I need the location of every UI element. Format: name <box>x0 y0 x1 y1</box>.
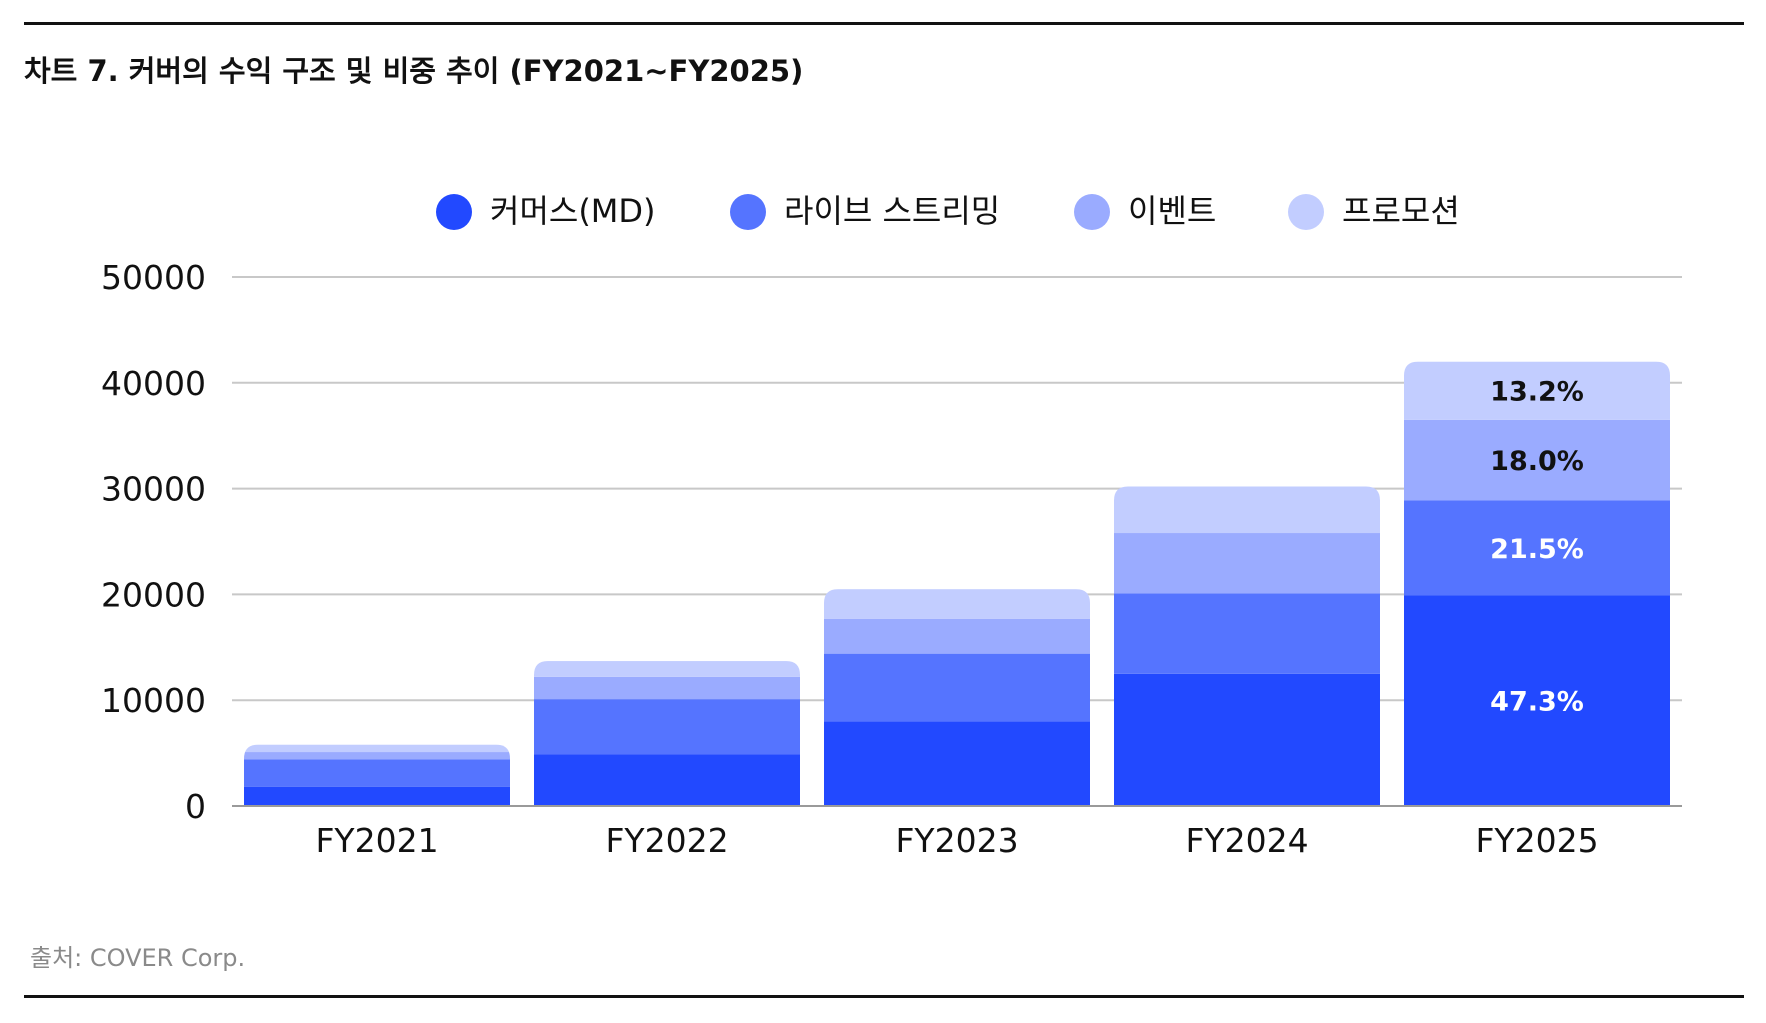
y-tick-label: 50000 <box>101 258 206 297</box>
legend-item: 커머스(MD) <box>436 192 656 230</box>
bar-segment <box>824 589 1090 619</box>
bar-segment <box>244 759 510 787</box>
y-tick-label: 0 <box>185 787 206 826</box>
bar-segment <box>534 676 800 700</box>
bar-stack <box>1114 486 1380 806</box>
x-tick-label: FY2024 <box>1185 821 1308 860</box>
bar-segment <box>244 752 510 760</box>
y-tick-label: 30000 <box>101 470 206 509</box>
legend-item: 프로모션 <box>1288 192 1460 230</box>
top-rule <box>24 22 1744 25</box>
bar-stack <box>534 661 800 806</box>
bar-segment <box>244 744 510 753</box>
bars <box>244 361 1670 806</box>
bar-stack <box>824 589 1090 806</box>
legend-item: 라이브 스트리밍 <box>730 192 1000 230</box>
bar-segment <box>1404 361 1670 420</box>
legend-item: 이벤트 <box>1074 192 1216 230</box>
y-tick-label: 10000 <box>101 681 206 720</box>
bar-segment <box>824 618 1090 654</box>
legend-swatch <box>1288 194 1324 230</box>
data-label: 18.0% <box>1490 446 1584 477</box>
bottom-rule <box>24 995 1744 998</box>
bar-segment <box>244 786 510 806</box>
data-label: 47.3% <box>1490 687 1584 718</box>
legend-label: 커머스(MD) <box>490 192 656 230</box>
bar-segment <box>1114 533 1380 594</box>
data-labels: 47.3% 21.5% 18.0% 13.2% <box>1490 377 1584 718</box>
y-tick-label: 20000 <box>101 575 206 614</box>
legend-label: 프로모션 <box>1342 192 1460 230</box>
bar-segment <box>534 754 800 806</box>
x-tick-label: FY2022 <box>605 821 728 860</box>
y-tick-label: 40000 <box>101 364 206 403</box>
legend-label: 이벤트 <box>1128 192 1216 230</box>
legend-swatch <box>730 194 766 230</box>
source-note: 출처: COVER Corp. <box>30 944 246 972</box>
bar-segment <box>534 699 800 755</box>
x-tick-label: FY2021 <box>315 821 438 860</box>
chart-title: 차트 7. 커버의 수익 구조 및 비중 추이 (FY2021~FY2025) <box>24 54 804 88</box>
legend: 커머스(MD) 라이브 스트리밍 이벤트 프로모션 <box>436 192 1460 230</box>
legend-swatch <box>436 194 472 230</box>
x-tick-label: FY2023 <box>895 821 1018 860</box>
legend-label: 라이브 스트리밍 <box>784 192 1000 230</box>
bar-stack <box>1404 361 1670 806</box>
data-label: 21.5% <box>1490 534 1584 565</box>
bar-segment <box>1114 673 1380 806</box>
bar-segment <box>824 721 1090 806</box>
x-tick-label: FY2025 <box>1475 821 1598 860</box>
bar-stack <box>244 744 510 806</box>
data-label: 13.2% <box>1490 377 1584 408</box>
x-axis: FY2021 FY2022 FY2023 FY2024 FY2025 <box>232 805 1682 860</box>
bar-segment <box>1404 595 1670 806</box>
bar-segment <box>534 661 800 677</box>
bar-segment <box>824 653 1090 722</box>
bar-segment <box>1114 486 1380 534</box>
bar-segment <box>1404 419 1670 501</box>
y-axis: 0 10000 20000 30000 40000 50000 <box>101 258 206 826</box>
legend-swatch <box>1074 194 1110 230</box>
bar-segment <box>1114 593 1380 674</box>
bar-segment <box>1404 500 1670 596</box>
